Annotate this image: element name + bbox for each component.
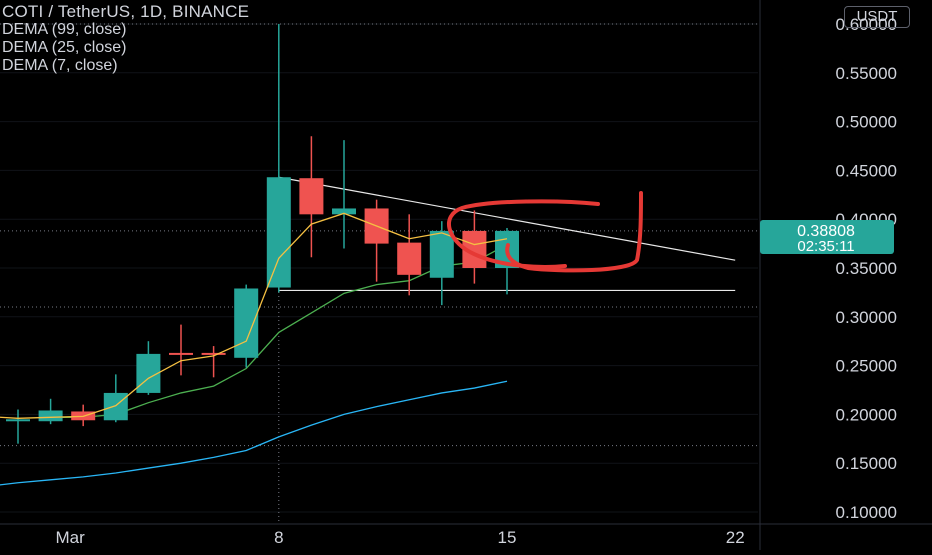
candle [462,210,487,284]
candle-body [6,419,30,422]
candle-body [234,288,259,358]
indicator-dema-25[interactable]: DEMA (25, close) [2,39,127,56]
candle-body [38,410,63,422]
candle [234,284,259,368]
candles [6,24,519,444]
candle [103,374,128,423]
candle [6,409,30,444]
candle-body [332,208,356,215]
candle-body [201,352,226,355]
trendline [278,176,736,261]
candle [299,136,324,258]
annotation-drawing [447,191,643,273]
candle-body [397,242,422,275]
candle-body [429,230,454,278]
price-tick-label: 0.20000 [836,405,897,424]
price-badge-countdown: 02:35:11 [797,238,854,255]
annotation-hook [505,191,643,273]
candle-body [169,352,193,355]
candle [332,140,356,249]
currency-button[interactable]: USDT [844,6,910,28]
price-tick-label: 0.50000 [836,113,897,132]
candle [364,199,389,282]
price-tick-label: 0.25000 [836,357,897,376]
candle [397,214,422,296]
time-tick-label: Mar [56,528,86,547]
dotted-levels [0,23,758,524]
symbol-title[interactable]: COTI / TetherUS, 1D, BINANCE [2,2,250,21]
candle-body [266,177,291,288]
price-tick-label: 0.45000 [836,161,897,180]
indicator-dema-7[interactable]: DEMA (7, close) [2,57,118,74]
candle [201,346,226,378]
time-axis: Mar 8 15 22 [56,528,745,547]
price-tick-label: 0.10000 [836,503,897,522]
candle [169,324,193,376]
indicator-dema-99[interactable]: DEMA (99, close) [2,21,127,38]
price-tick-label: 0.35000 [836,259,897,278]
candle-body [299,178,324,215]
price-tick-label: 0.30000 [836,308,897,327]
price-tick-label: 0.15000 [836,454,897,473]
price-tick-label: 0.55000 [836,64,897,83]
dema-99-path [0,380,508,486]
price-tick-label: 0.60000 [836,15,897,34]
time-tick-label: 22 [726,528,745,547]
candle [429,221,454,306]
time-tick-label: 8 [274,528,283,547]
candle [38,398,63,425]
dema-7-line [0,212,508,419]
price-badge-bg [760,220,894,254]
candle [266,24,291,293]
time-tick-label: 15 [498,528,517,547]
price-axis: 0.10000 0.15000 0.20000 0.25000 0.30000 0.350… [836,15,897,522]
chart-legend: COTI / TetherUS, 1D, BINANCE DEMA (99, c… [2,3,249,75]
candle [71,404,96,427]
candle-body [103,392,128,421]
dema-7-path [0,212,508,419]
candle [136,341,161,395]
dema-99-line [0,380,508,486]
price-badge: 0.38808 02:35:11 [760,220,894,255]
price-badge-price: 0.38808 [797,223,855,240]
